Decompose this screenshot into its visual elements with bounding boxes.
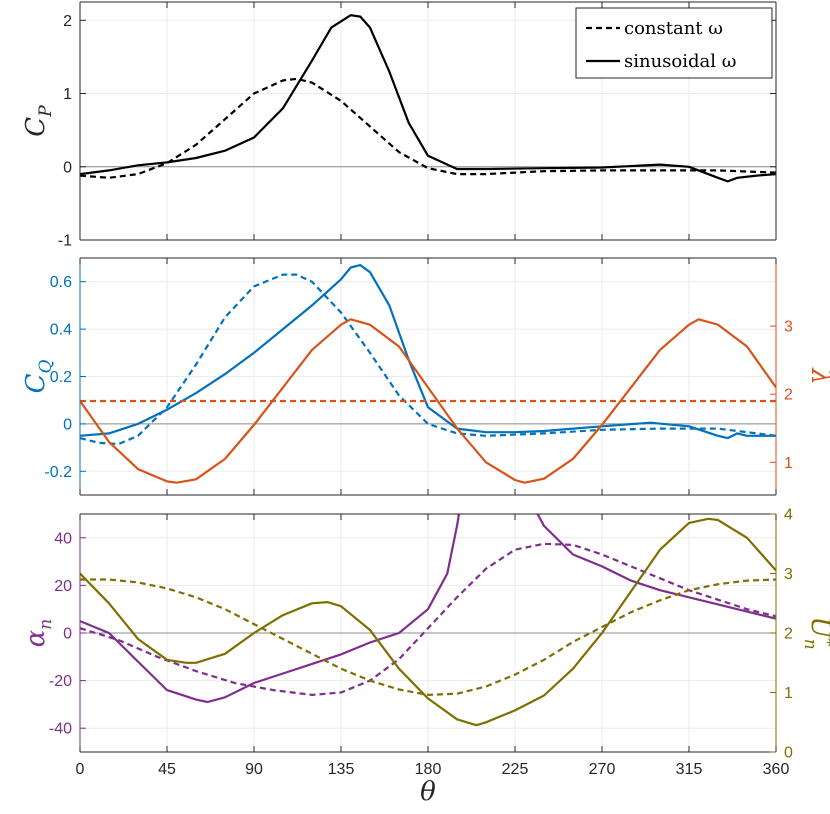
y-tick-label: 0.2 bbox=[50, 369, 72, 386]
x-tick-label: 0 bbox=[76, 761, 85, 778]
panel-2: -0.2 0 0.2 0.4 0.6 1 2 3 CQ λ bbox=[21, 257, 830, 496]
y-tick-label-right: 3 bbox=[784, 319, 793, 336]
series-line bbox=[80, 14, 776, 183]
series-group bbox=[80, 264, 776, 484]
y-tick-label: -0.2 bbox=[44, 464, 72, 481]
series-line bbox=[80, 514, 776, 704]
legend-box bbox=[575, 7, 773, 79]
y-tick-label: 0.6 bbox=[50, 274, 72, 291]
series-line bbox=[80, 578, 776, 696]
y-tick-label: 40 bbox=[54, 530, 72, 547]
y-tick-label: -1 bbox=[58, 233, 72, 250]
y-tick-label: 0.4 bbox=[50, 322, 72, 339]
y-axis-label: αn bbox=[21, 619, 56, 648]
y-tick-label-right: 2 bbox=[784, 626, 793, 643]
x-tick-label: 90 bbox=[245, 761, 263, 778]
y-axis-label: CP bbox=[21, 105, 56, 137]
panel-1: -1 0 1 2 CP constant ω sinusoidal ω bbox=[21, 1, 777, 250]
y-tick-label-right: 1 bbox=[784, 455, 793, 472]
y-tick-label-right: 2 bbox=[784, 387, 793, 404]
y-tick-label: 2 bbox=[63, 13, 72, 30]
y-tick-label: 0 bbox=[63, 416, 72, 433]
y-tick-label-right: 1 bbox=[784, 685, 793, 702]
x-tick-label: 225 bbox=[502, 761, 529, 778]
y-axis-label-right: U*n bbox=[800, 616, 830, 649]
x-tick-label: 45 bbox=[158, 761, 176, 778]
series-group bbox=[80, 514, 776, 727]
series-line bbox=[80, 517, 776, 727]
x-tick-label: 360 bbox=[763, 761, 790, 778]
y-tick-label-right: 0 bbox=[784, 745, 793, 762]
y-tick-label: -20 bbox=[49, 673, 72, 690]
legend-label: constant ω bbox=[624, 18, 723, 39]
x-tick-label: 135 bbox=[328, 761, 355, 778]
y-tick-label-right: 4 bbox=[784, 507, 793, 524]
legend-label: sinusoidal ω bbox=[624, 51, 736, 72]
x-tick-label: 315 bbox=[676, 761, 703, 778]
series-line bbox=[80, 77, 776, 179]
series-group bbox=[80, 14, 776, 183]
y-axis-label-right: λ bbox=[805, 367, 830, 384]
series-line bbox=[80, 542, 776, 696]
series-line bbox=[80, 273, 776, 446]
y-tick-label: 0 bbox=[63, 626, 72, 643]
y-tick-label: 0 bbox=[63, 159, 72, 176]
y-tick-label-right: 3 bbox=[784, 566, 793, 583]
x-axis-label: θ bbox=[420, 777, 436, 807]
y-tick-label: 20 bbox=[54, 578, 72, 595]
legend: constant ω sinusoidal ω bbox=[575, 7, 773, 79]
y-tick-label: -40 bbox=[49, 721, 72, 738]
y-axis-label: CQ bbox=[21, 360, 56, 394]
x-tick-label: 180 bbox=[415, 761, 442, 778]
series-line bbox=[80, 318, 776, 484]
x-tick-label: 270 bbox=[589, 761, 616, 778]
y-tick-label: 1 bbox=[63, 86, 72, 103]
